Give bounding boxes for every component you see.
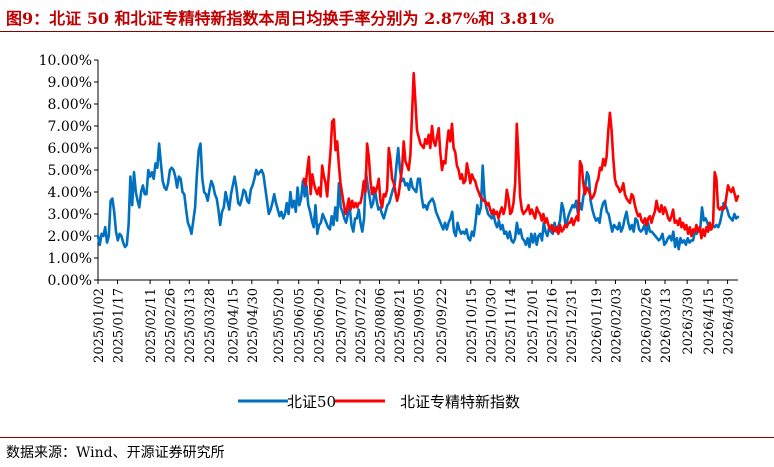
x-tick-label: 2025/08/21 [393,288,408,363]
x-tick-label: 2025/01/02 [92,288,107,363]
y-tick-label: 8.00% [48,97,92,113]
x-tick-label: 2025/10/30 [484,288,499,363]
title-bar: 图9：北证 50 和北证专精特新指数本周日均换手率分别为 2.87%和 3.81… [0,0,774,30]
chart-axes [97,60,738,281]
x-axis-ticks: 2025/01/02 2025/01/17 2025/02/11 2025/02/26… [92,280,737,363]
chart-series [96,71,740,251]
legend-label: 北证50 [287,393,336,411]
series-line [96,142,740,251]
y-tick-label: 6.00% [48,141,92,157]
source-note: 数据来源：Wind、开源证券研究所 [6,445,225,461]
x-tick-label: 2025/07/07 [334,288,349,363]
series-line [302,71,740,240]
x-tick-label: 2025/08/06 [374,288,389,363]
y-tick-label: 9.00% [48,75,92,91]
y-tick-label: 1.00% [48,251,92,267]
y-tick-label: 5.00% [48,163,92,179]
x-tick-label: 2025/10/15 [465,288,480,363]
y-tick-label: 2.00% [48,229,92,245]
line-chart: 0.00% 1.00% 2.00% 3.00% 4.00% 5.00% 6.00% 7.00%… [39,53,740,411]
x-tick-label: 2026/02/26 [639,288,654,363]
x-tick-label: 2026/3/30 [681,288,696,355]
x-tick-label: 2025/05/20 [272,288,287,363]
x-tick-label: 2025/02/11 [144,288,159,363]
x-tick-label: 2025/09/22 [435,288,450,363]
x-tick-label: 2026/01/19 [590,288,605,363]
title-rule [0,31,774,32]
x-tick-label: 2026/02/03 [609,288,624,363]
x-tick-label: 2026/4/15 [702,288,717,355]
x-tick-label: 2025/06/05 [293,288,308,363]
x-tick-label: 2025/12/16 [546,288,561,363]
y-tick-label: 10.00% [39,53,92,69]
y-tick-label: 7.00% [48,119,92,135]
x-tick-label: 2025/03/13 [183,288,198,363]
x-tick-label: 2025/09/05 [413,288,428,363]
x-tick-label: 2025/06/20 [312,288,327,363]
x-tick-label: 2025/04/15 [226,288,241,363]
x-tick-label: 2026/03/13 [659,288,674,363]
chart-title: 图9：北证 50 和北证专精特新指数本周日均换手率分别为 2.87%和 3.81… [6,9,555,28]
x-tick-label: 2025/01/17 [112,288,127,363]
x-tick-label: 2026/4/30 [722,288,737,355]
x-tick-label: 2025/12/31 [565,288,580,363]
y-axis-ticks: 0.00% 1.00% 2.00% 3.00% 4.00% 5.00% 6.00% 7.00%… [39,53,98,289]
x-tick-label: 2025/02/26 [164,288,179,363]
x-tick-label: 2025/07/22 [354,288,369,363]
y-tick-label: 0.00% [48,273,92,289]
y-tick-label: 3.00% [48,207,92,223]
x-tick-label: 2025/04/30 [246,288,261,363]
x-tick-label: 2025/03/28 [203,288,218,363]
source-rule [0,437,774,438]
y-tick-label: 4.00% [48,185,92,201]
legend-label: 北证专精特新指数 [400,393,520,411]
x-tick-label: 2025/12/01 [526,288,541,363]
chart-legend: 北证50 北证专精特新指数 [238,393,520,411]
x-tick-label: 2025/11/14 [504,288,519,363]
